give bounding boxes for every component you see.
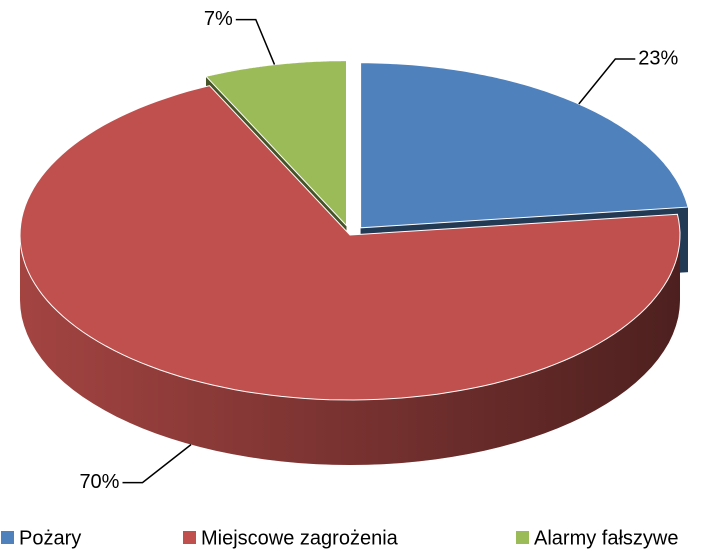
legend-label: Alarmy fałszywe [534,527,678,549]
legend-label: Miejscowe zagrożenia [201,527,399,549]
data-label: 70% [79,471,119,493]
legend-swatch [1,531,14,544]
pie-slice [19,85,681,401]
leader-line [578,58,636,105]
pie-tops [19,60,689,401]
data-labels: 23% 70% 7% [79,8,678,493]
legend-swatch [183,531,196,544]
legend: Pożary Miejscowe zagrożenia Alarmy fałszyw… [1,527,678,549]
pie-slice-side-shade [20,235,680,465]
pie-slice [360,62,689,229]
data-label: 7% [204,8,233,30]
legend-label: Pożary [19,527,81,549]
leader-line [122,444,192,484]
data-label: 23% [638,47,678,69]
leader-line [235,18,276,65]
legend-swatch [516,531,529,544]
